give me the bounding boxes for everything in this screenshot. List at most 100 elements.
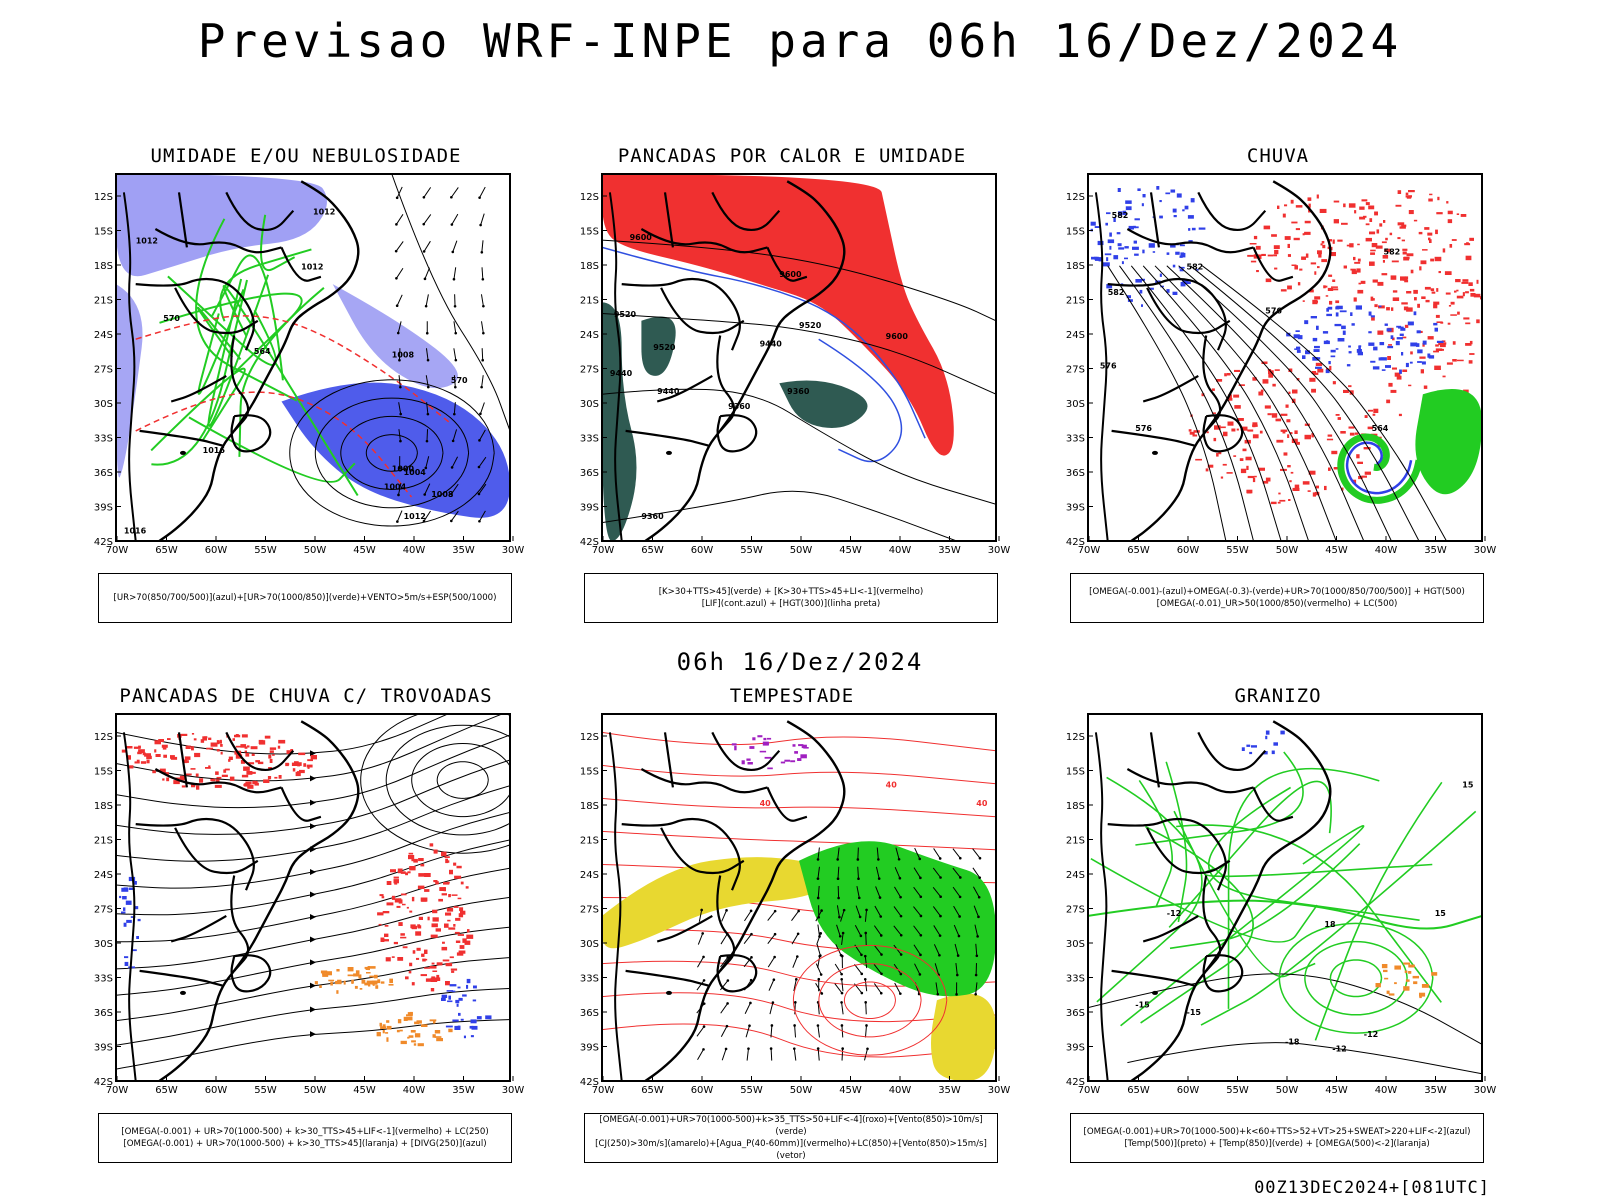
rain-area [1364,415,1368,418]
wind-vector [933,925,941,936]
lon-label: 30W [1474,545,1497,556]
country-border [766,246,808,282]
vector-head [423,493,427,496]
omega-area [1188,228,1191,231]
thunder-area [384,933,389,937]
thunder-area [393,876,399,879]
lat-label: 24S [1066,330,1085,341]
thunder-area [298,752,306,756]
rain-area [1267,413,1272,416]
lat-label: 33S [94,974,113,985]
rain-area [1473,293,1481,298]
lon-label: 60W [1177,1085,1200,1096]
divergence-area [454,1025,461,1030]
rain-area [1369,218,1373,222]
lon-label: 30W [502,1085,525,1096]
thunder-area [448,894,451,898]
rain-area [1456,289,1459,292]
omega-area [1152,251,1156,253]
contour-label: 9440 [657,387,680,396]
rain-area [1356,268,1361,273]
omega500-area [1431,972,1438,976]
water-contour [602,1023,996,1058]
jet-area [931,993,996,1081]
rain-area [1405,192,1409,195]
shower-area [369,966,376,969]
rain-area [1469,288,1475,292]
divergence-area [133,881,137,885]
wind-vector [721,910,727,922]
country-border [154,768,282,794]
divergence-area [442,996,448,998]
thunder-area [210,778,216,782]
rain-area [1321,241,1325,244]
wind-vector [817,924,821,937]
thunder-area [272,754,275,756]
panel-tempestade: TEMPESTADE 40 40 40 12S 15S 18S 21S 24S 27S 30S 33… [580,685,1010,1163]
thunder-area [152,770,156,774]
thunder-area [216,740,220,745]
thunder-area [405,872,408,876]
thunder-area [448,927,456,930]
lat-label: 21S [1066,836,1085,847]
thunder-area [232,738,235,741]
stream-arrow [310,750,316,757]
wind-vector [895,847,900,860]
wind-vector [770,1025,773,1038]
omega-area [1385,365,1391,368]
lat-label: 21S [94,296,113,307]
omega-area [1196,269,1199,271]
stream-arrow [310,1006,316,1013]
contour-label: 582 [1108,288,1125,297]
thunder-area [241,734,248,738]
country-border [1252,786,1294,822]
thunder-area [220,751,223,755]
stream-arrow [310,982,316,989]
lon-label: 30W [502,545,525,556]
lat-label: 42S [94,1077,113,1088]
rain-area [1357,289,1364,294]
rain-area [1443,342,1447,345]
country-border [139,429,223,447]
thunder-area [294,761,299,765]
wind-vector [914,963,921,975]
omega500-area [1419,995,1422,999]
shower-area [432,1034,436,1038]
temp850-contour [1314,781,1443,1041]
lat-label: 33S [94,434,113,445]
rain-area [1434,365,1441,370]
rain-area [1286,419,1291,423]
vector-head [725,909,728,912]
shower-area [336,969,340,972]
hgt-contour [1201,265,1447,541]
country-border [1197,731,1267,772]
main-title: Previsao WRF-INPE para 06h 16/Dez/2024 [197,14,1403,68]
country-border [711,731,781,772]
rain-area [1247,475,1255,479]
shower-area [364,966,368,969]
lake-mark [179,990,186,995]
thunder-area [252,780,257,785]
shower-area [408,1035,414,1038]
wind-vector [450,510,459,522]
vector-head [840,972,843,976]
thunder-area [443,882,450,885]
rain-area [1295,205,1303,208]
shower-area [389,978,393,984]
rain-area [1262,480,1269,484]
shower-area [371,980,378,985]
omega500-area [1408,971,1412,974]
vector-head [816,1024,820,1027]
rain-area [1351,270,1357,275]
omega-area [1396,337,1403,340]
country-border [177,732,188,788]
wind-vector [398,483,402,496]
divergence-area [124,961,129,966]
omega500-area [1413,981,1418,985]
omega-area [1191,227,1196,231]
uruguay-border [230,954,272,993]
shower-area [411,1040,416,1043]
lat-label: 33S [1066,974,1085,985]
omega-area [1304,320,1309,325]
wind-vector [841,932,844,945]
